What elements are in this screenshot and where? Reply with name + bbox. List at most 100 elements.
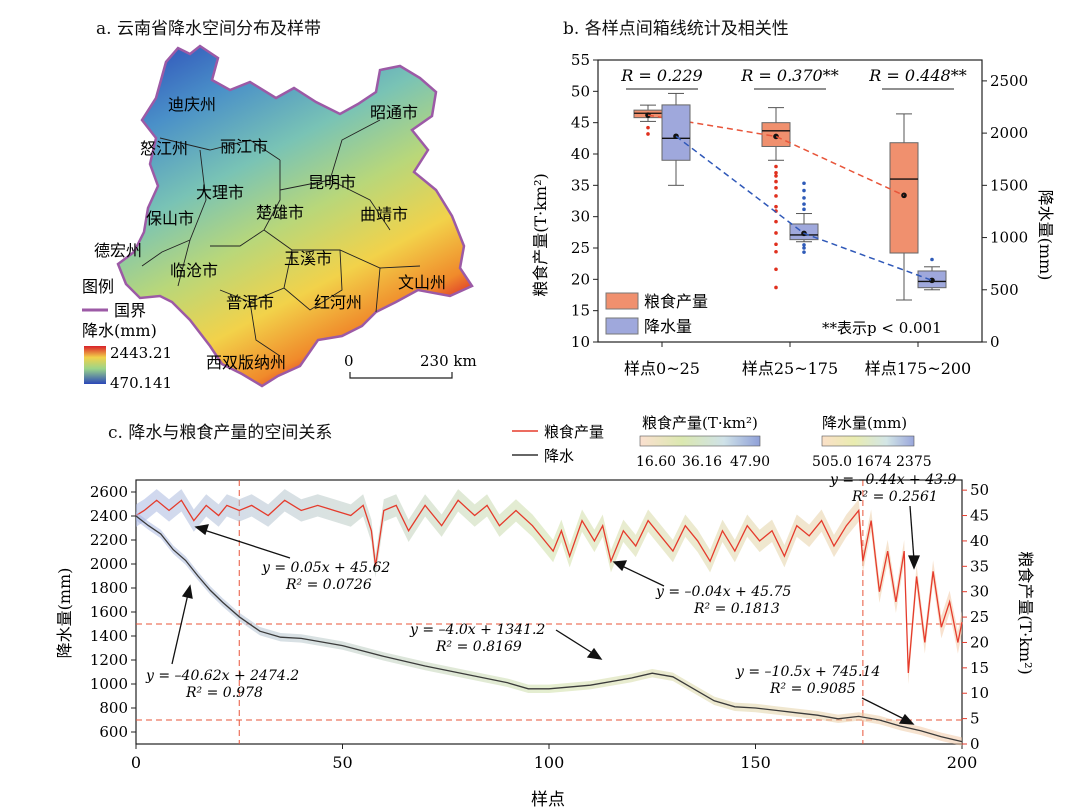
legend-precip: 降水: [544, 447, 574, 465]
panel-c-title: c. 降水与粮食产量的空间关系: [108, 423, 333, 443]
y-right-tick-label: 0: [990, 333, 1000, 351]
outlier: [774, 171, 778, 175]
y-left-tick-label: 1400: [90, 627, 128, 645]
y-left-tick-label: 10: [571, 333, 590, 351]
map-label: 昭通市: [370, 103, 418, 122]
map-label: 昆明市: [308, 173, 356, 192]
outlier: [802, 207, 806, 212]
outlier: [774, 174, 778, 178]
outlier: [774, 179, 778, 184]
annot-r2: R² = 0.8169: [435, 639, 522, 655]
y-left-tick-label: 45: [571, 114, 590, 132]
y-left-tick-label: 35: [571, 176, 590, 194]
map-label: 西双版纳州: [206, 353, 286, 372]
annot-arrowhead: [898, 713, 915, 725]
map-label: 曲靖市: [360, 205, 408, 224]
boxplot-chart: 粮食产量(T·km²) 降水量(mm) 10 15 20 25 30 35 40 45 50 55…: [531, 51, 1055, 378]
outlier: [774, 231, 778, 235]
annot-arrowhead: [586, 647, 603, 660]
series-line: [135, 499, 963, 673]
cb-precip-title: 降水量(mm): [822, 414, 907, 432]
map-label: 大理市: [196, 183, 244, 202]
border-label: 国界: [114, 301, 146, 320]
annotations: y = 0.05x + 45.62 R² = 0.0726 y = –0.04x…: [145, 472, 957, 701]
scale-bar: [349, 372, 453, 379]
y-right-tick-label: 1000: [990, 229, 1028, 247]
x-tick-label: 样点0~25: [624, 359, 700, 378]
y-right-tick-label: 5: [970, 710, 980, 728]
y-right-tick-label: 15: [970, 659, 989, 677]
annot-arrow: [555, 629, 595, 655]
outlier: [774, 164, 778, 169]
annot-arrow: [171, 593, 189, 665]
annot-r2: R² = 0.9085: [769, 681, 856, 697]
line-y-right-label: 粮食产量(T·km²): [1016, 551, 1035, 675]
series-line: [135, 515, 963, 743]
mean-dot: [901, 192, 907, 199]
outlier: [774, 242, 778, 247]
y-left-tick-label: 55: [571, 51, 590, 69]
mean-trend-line: [647, 114, 905, 197]
y-left-tick-label: 1000: [90, 675, 128, 693]
map-label: 迪庆州: [168, 95, 216, 114]
annot-arrows: [171, 505, 920, 725]
mean-dot: [645, 112, 651, 118]
cb-precip-tick: 505.0: [812, 454, 852, 470]
outlier: [774, 285, 778, 290]
precip-legend-title: 降水(mm): [82, 321, 157, 340]
map-outline: [116, 44, 474, 388]
map-label: 丽江市: [220, 137, 268, 156]
outlier: [646, 132, 650, 136]
annot-eq: y = –0.44x + 43.9: [829, 472, 957, 488]
panel-b-title: b. 各样点间箱线统计及相关性: [563, 19, 789, 39]
outlier: [802, 188, 806, 193]
scale-dist: 230 km: [420, 352, 477, 370]
cb-food-tick: 36.16: [682, 454, 722, 470]
outlier: [774, 249, 778, 254]
map-label: 怒江州: [140, 139, 188, 158]
annot-r2: R² = 0.978: [185, 685, 263, 701]
significance-note: **表示p < 0.001: [822, 319, 942, 337]
y-left-tick-label: 20: [571, 270, 590, 288]
annot-arrowhead: [194, 524, 209, 536]
y-right-tick-label: 40: [970, 532, 989, 550]
annot-arrow: [203, 529, 291, 559]
y-right-tick-label: 1500: [990, 176, 1028, 194]
legend-title: 图例: [82, 277, 114, 296]
correlation-label: R = 0.229: [620, 66, 702, 85]
x-tick-label: 100: [534, 753, 565, 772]
line-y-left-label: 降水量(mm): [55, 568, 74, 659]
y-right-tick-label: 0: [970, 735, 980, 753]
annot-eq: y = –10.5x + 745.14: [735, 664, 880, 680]
y-right-tick-label: 10: [970, 684, 989, 702]
cb-food-tick: 47.90: [730, 454, 770, 470]
panel-a-title: a. 云南省降水空间分布及样带: [96, 19, 321, 39]
map-label: 红河州: [314, 293, 362, 312]
outlier: [774, 194, 778, 198]
annot-arrow: [909, 505, 915, 561]
y-left-tick-label: 1600: [90, 603, 128, 621]
x-tick-label: 150: [740, 753, 771, 772]
annot-r2: R² = 0.0726: [285, 577, 372, 593]
y-left-tick-label: 15: [571, 302, 590, 320]
annot-arrow: [621, 565, 665, 587]
annot-r2: R² = 0.1813: [693, 601, 780, 617]
cb-precip-tick: 1674: [856, 454, 892, 470]
outlier: [774, 219, 778, 224]
outlier: [802, 202, 806, 206]
prefecture-borders: [141, 119, 421, 357]
y-right-tick-label: 20: [970, 633, 989, 651]
scale-zero: 0: [344, 352, 354, 370]
legend-swatch-precip: [605, 317, 639, 335]
legend-precip: 降水量: [644, 317, 692, 336]
y-left-tick-label: 800: [99, 699, 128, 717]
line-x-label: 样点: [531, 790, 565, 810]
y-right-tick-label: 35: [970, 557, 989, 575]
x-tick-label: 0: [131, 753, 141, 772]
mean-dot: [773, 133, 779, 140]
map-label: 临沧市: [170, 261, 218, 280]
outlier: [930, 257, 934, 262]
y-left-tick-label: 25: [571, 239, 590, 257]
y-right-tick-label: 25: [970, 608, 989, 626]
map-label: 德宏州: [94, 241, 142, 260]
